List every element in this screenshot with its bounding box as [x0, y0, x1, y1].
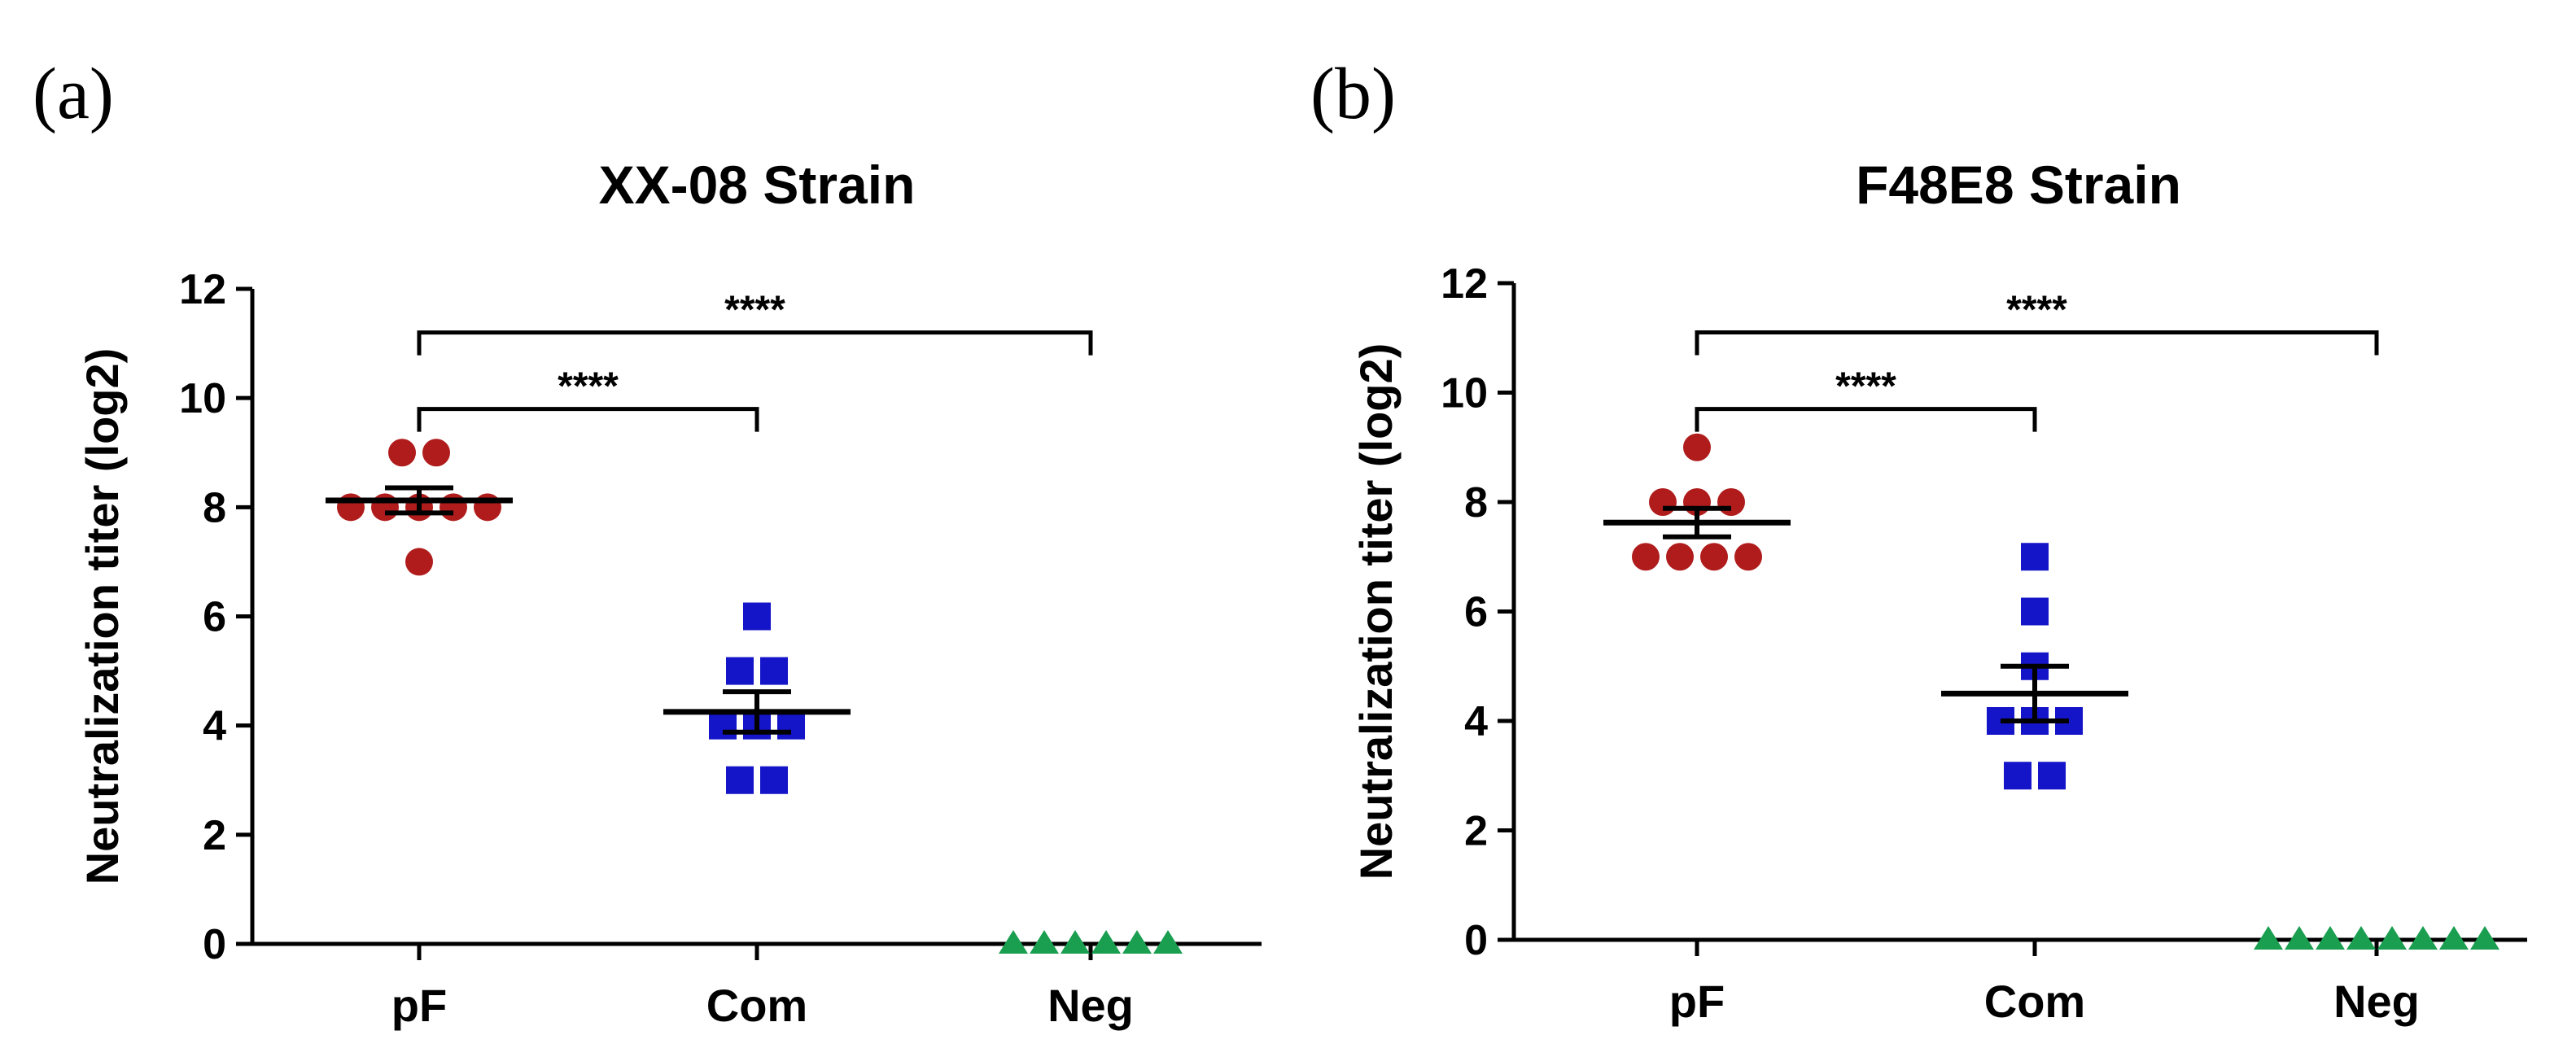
- data-point-com: [2021, 543, 2049, 571]
- data-point-pf: [388, 439, 416, 467]
- y-tick-label: 2: [203, 812, 226, 859]
- y-tick-label: 0: [1464, 917, 1488, 964]
- data-point-com: [2004, 762, 2031, 790]
- chart-panel-a: (a) XX-08 Strain Neutralization titer (log…: [33, 54, 1262, 1031]
- data-point-pf: [422, 439, 450, 467]
- y-tick-label: 12: [179, 266, 226, 313]
- y-tick-label: 8: [203, 484, 226, 531]
- y-tick-label: 12: [1441, 260, 1488, 308]
- significance-label: ****: [2006, 289, 2067, 332]
- data-point-neg: [1122, 930, 1152, 954]
- data-point-neg: [2377, 926, 2407, 950]
- data-point-com: [726, 766, 754, 794]
- data-point-com: [709, 711, 737, 740]
- significance-bracket: [417, 330, 1093, 356]
- data-point-pf: [371, 493, 399, 522]
- data-point-neg: [1153, 930, 1183, 954]
- data-point-pf: [1649, 488, 1677, 516]
- chart-panel-b: (b) F48E8 Strain Neutralization titer (log…: [1310, 54, 2527, 1027]
- data-point-com: [2021, 597, 2049, 626]
- data-point-neg: [2439, 926, 2469, 950]
- data-point-neg: [1091, 930, 1121, 954]
- x-category-label: Com: [706, 980, 807, 1031]
- data-point-neg: [2285, 926, 2314, 950]
- data-point-com: [2038, 762, 2066, 790]
- significance-bracket: [1695, 330, 2379, 356]
- y-tick-label: 8: [1464, 479, 1488, 526]
- significance-bracket: [1695, 407, 2037, 432]
- data-point-com: [760, 657, 788, 685]
- data-point-pf: [405, 548, 433, 576]
- significance-bracket: [417, 407, 759, 432]
- x-category-label: Neg: [1047, 980, 1134, 1031]
- y-tick-label: 4: [203, 703, 226, 750]
- data-point-neg: [2316, 926, 2345, 950]
- chart-title: XX-08 Strain: [599, 155, 916, 215]
- y-tick-label: 6: [1464, 589, 1488, 636]
- data-point-pf: [474, 493, 501, 522]
- y-tick-label: 10: [1441, 370, 1488, 417]
- x-category-label: Com: [1984, 976, 2085, 1027]
- x-category-label: Neg: [2333, 976, 2420, 1027]
- chart-title: F48E8 Strain: [1856, 155, 2181, 215]
- y-tick-label: 6: [203, 594, 226, 641]
- data-point-com: [777, 711, 805, 740]
- panel-letter: (a): [33, 54, 114, 134]
- data-point-neg: [2408, 926, 2438, 950]
- data-point-pf: [1734, 543, 1762, 571]
- data-point-neg: [1030, 930, 1059, 954]
- data-point-neg: [1061, 930, 1090, 954]
- significance-label: ****: [1835, 365, 1896, 408]
- x-category-label: pF: [391, 980, 447, 1031]
- y-tick-label: 2: [1464, 808, 1488, 855]
- data-point-pf: [1666, 543, 1694, 571]
- significance-label: ****: [724, 289, 785, 332]
- significance-label: ****: [558, 365, 619, 408]
- data-point-pf: [1632, 543, 1660, 571]
- data-point-com: [726, 657, 754, 685]
- data-point-pf: [1717, 488, 1745, 516]
- data-point-neg: [2254, 926, 2283, 950]
- data-point-neg: [2346, 926, 2376, 950]
- y-tick-label: 4: [1464, 698, 1488, 745]
- data-point-pf: [337, 493, 365, 522]
- x-category-label: pF: [1669, 976, 1725, 1027]
- data-point-com: [743, 602, 771, 631]
- data-point-com: [760, 766, 788, 794]
- y-axis-label: Neutralization titer (log2): [1350, 343, 1402, 880]
- data-point-pf: [440, 493, 467, 522]
- data-point-neg: [999, 930, 1028, 954]
- y-tick-label: 0: [203, 921, 226, 968]
- panel-letter: (b): [1310, 54, 1396, 134]
- y-axis-label: Neutralization titer (log2): [77, 348, 128, 885]
- data-point-pf: [1683, 433, 1711, 461]
- data-point-pf: [1700, 543, 1728, 571]
- y-tick-label: 10: [179, 375, 226, 422]
- data-point-neg: [2470, 926, 2499, 950]
